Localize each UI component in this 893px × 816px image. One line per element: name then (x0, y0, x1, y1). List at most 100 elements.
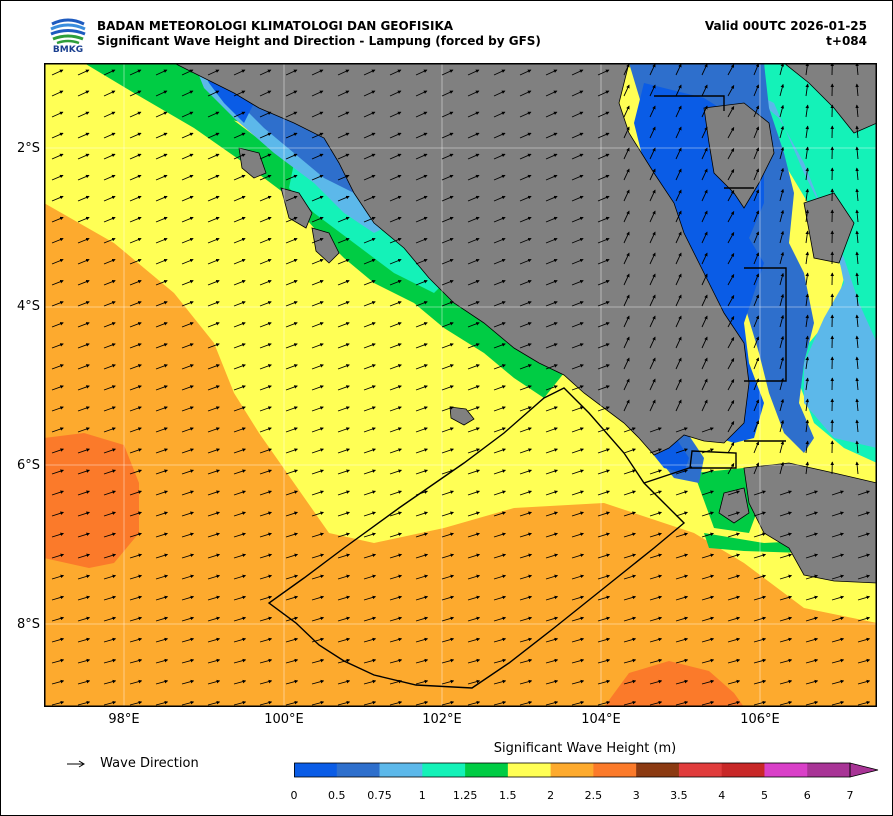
wave-arrow (77, 658, 91, 664)
wave-arrow (597, 469, 610, 475)
wave-arrow (337, 174, 350, 181)
wave-arrow (311, 216, 324, 223)
wave-arrow (337, 637, 351, 643)
wave-arrow (285, 90, 298, 97)
wave-arrow (337, 553, 351, 559)
wave-arrow (363, 111, 376, 118)
wave-arrow (855, 125, 859, 139)
wave-arrow (753, 490, 766, 496)
wave-arrow (181, 69, 194, 76)
wave-arrow (259, 511, 272, 517)
wave-arrow (519, 195, 532, 202)
wave-arrow (855, 398, 859, 412)
wave-arrow (675, 511, 688, 517)
wave-arrow (181, 280, 194, 286)
wave-arrow (753, 168, 760, 181)
wave-arrow (701, 637, 715, 643)
wave-arrow (649, 126, 656, 139)
wave-arrow (675, 637, 689, 643)
wave-arrow (649, 574, 663, 580)
wave-arrow (285, 216, 298, 223)
wave-arrow (415, 280, 428, 286)
wave-arrow (259, 174, 272, 181)
wave-arrow (597, 301, 610, 307)
wave-arrow (285, 132, 298, 139)
wave-arrow (363, 364, 376, 370)
wave-arrow (597, 237, 610, 244)
wave-arrow (597, 574, 611, 580)
wave-arrow (701, 84, 708, 97)
wave-arrow (207, 595, 221, 601)
wave-arrow (727, 357, 735, 370)
wave-arrow (51, 301, 64, 307)
wave-arrow (181, 258, 194, 265)
wave-arrow (493, 406, 506, 412)
wave-arrow (311, 280, 324, 286)
wave-arrow (467, 237, 480, 244)
wave-arrow (129, 532, 142, 538)
wave-arrow (727, 189, 735, 202)
wave-arrow (259, 448, 272, 454)
wave-arrow (779, 293, 785, 307)
wave-arrow (701, 252, 708, 265)
wave-arrow (493, 301, 506, 307)
wave-arrow (207, 216, 220, 223)
wave-arrow (727, 553, 741, 559)
wave-arrow (285, 301, 298, 307)
wave-arrow (103, 574, 117, 580)
wave-arrow (675, 679, 689, 685)
wave-arrow (259, 90, 272, 97)
wave-arrow (623, 574, 637, 580)
wave-arrow (727, 511, 740, 517)
wave-arrow (753, 595, 767, 601)
wave-arrow (51, 532, 64, 538)
wave-arrow (415, 322, 428, 328)
wave-arrow (855, 314, 859, 328)
wave-arrow (311, 364, 324, 370)
wave-arrow (467, 679, 481, 685)
wave-arrow (103, 132, 116, 139)
wave-arrow (779, 440, 785, 454)
wave-arrow (389, 132, 402, 139)
wave-arrow (259, 658, 273, 664)
wave-arrow (77, 679, 91, 685)
lampung-east-boundary (654, 95, 787, 442)
wave-arrow (77, 90, 90, 97)
wave-arrow (857, 490, 870, 496)
wave-arrow (311, 490, 324, 496)
wave-arrow (805, 188, 810, 202)
wave-arrow (623, 553, 637, 559)
wave-arrow (519, 301, 532, 307)
wave-arrow (155, 364, 168, 370)
wave-arrow (675, 273, 682, 286)
wave-arrow (831, 532, 844, 538)
wave-arrow (701, 616, 715, 622)
wave-arrow (51, 216, 64, 223)
wave-arrow (259, 427, 272, 433)
wave-arrow (779, 104, 785, 118)
wave-arrow (389, 448, 402, 454)
wave-arrow (597, 679, 611, 685)
wave-arrow (805, 574, 819, 580)
wave-arrow (675, 574, 689, 580)
wave-arrow (389, 343, 402, 349)
wave-arrow (441, 111, 454, 118)
wave-arrow (779, 63, 785, 76)
wave-arrow (675, 595, 689, 601)
wave-arrow (623, 147, 630, 160)
wave-arrow (701, 315, 708, 328)
wave-arrow (181, 132, 194, 139)
land-enggano (449, 406, 475, 426)
wave-arrow (103, 700, 117, 706)
wave-arrow (779, 419, 785, 433)
wave-arrow (155, 469, 168, 475)
wave-arrow (753, 700, 767, 706)
wave-arrow (363, 301, 376, 307)
wave-arrow (493, 132, 506, 139)
wave-arrow (519, 553, 533, 559)
wave-arrow (415, 237, 428, 244)
wave-arrow (675, 700, 689, 706)
wave-arrow (181, 490, 194, 496)
wave-arrow (155, 595, 169, 601)
colorbar-segment (764, 763, 808, 777)
